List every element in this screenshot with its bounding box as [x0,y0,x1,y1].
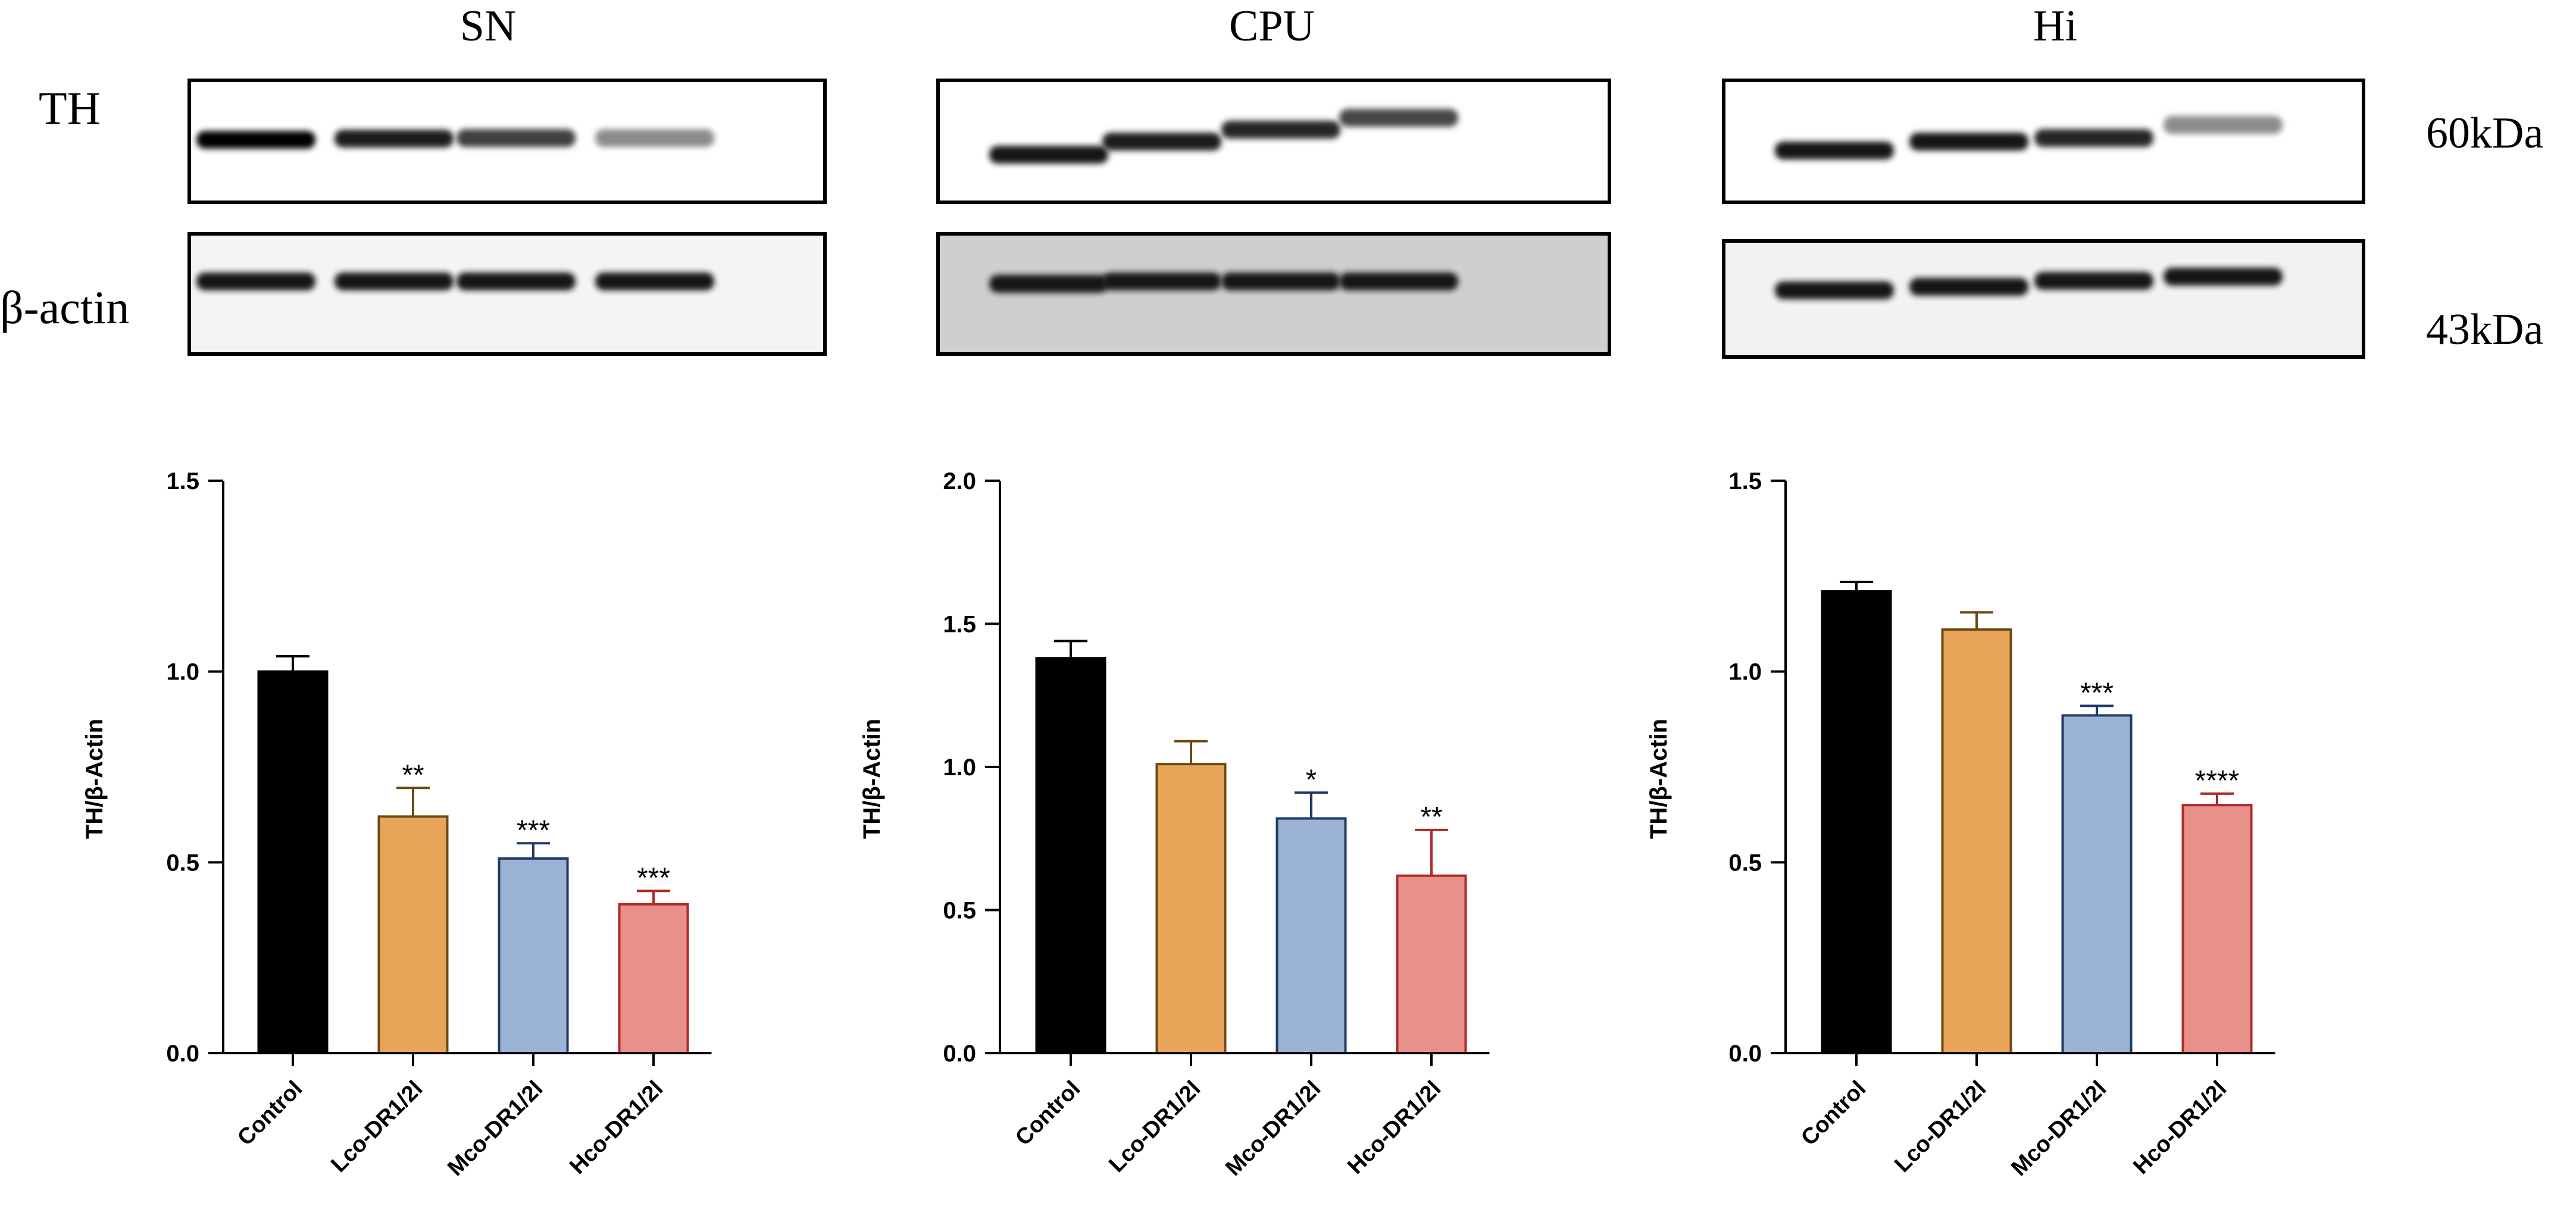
y-axis-label: TH/β-Actin [82,719,108,839]
th-band-lane-3 [2034,129,2153,147]
region-title-sn: SN [460,2,517,51]
blot-hi [1722,79,2365,359]
significance-label: *** [2080,677,2114,709]
bar-charts: 0.0 0.5 1.0 1.5 TH/β-Actin Control ** Lco-DR1/2… [82,468,2275,1181]
th-band-lane-2 [1102,133,1221,151]
y-tick-label: 0.0 [943,1041,976,1067]
y-tick-label: 1.0 [943,754,976,781]
actin-band-lane-2 [1909,278,2028,296]
y-axis-label: TH/β-Actin [1646,719,1672,839]
x-tick-label: Lco-DR1/2l [1104,1076,1205,1177]
actin-blot-background [189,234,825,354]
significance-label: ** [402,759,424,791]
actin-band-lane-3 [457,273,576,290]
blot-cpu [936,79,1611,356]
bar-control [1821,590,1892,1054]
actin-blot-frame [187,232,827,356]
significance-label: * [1306,764,1317,795]
actin-blot-frame [1722,239,2365,359]
y-tick-label: 1.0 [166,659,199,685]
y-tick-label: 1.0 [1728,659,1762,685]
significance-label: **** [2195,765,2240,797]
region-title-hi: Hi [2033,2,2077,51]
actin-band-lane-4 [595,273,714,290]
th-blot-frame [187,79,827,204]
th-band-lane-1 [989,146,1108,164]
actin-band-lane-1 [196,273,315,290]
th-blot-frame [936,79,1611,204]
size-label-th: 60kDa [2426,109,2543,158]
bar-lco-dr1-2l [1155,763,1227,1054]
size-label-actin: 43kDa [2426,305,2543,354]
x-tick-label: Mco-DR1/2l [2006,1076,2111,1181]
region-title-cpu: CPU [1229,2,1315,51]
bar-lco-dr1-2l [1941,628,2012,1054]
x-tick-label: Lco-DR1/2l [1890,1076,1991,1177]
y-tick-label: 0.0 [166,1041,199,1067]
th-band-lane-1 [1775,142,1894,159]
row-label-actin: β-actin [0,281,129,333]
bar-hco-dr1-2l [2181,804,2253,1054]
actin-blot-frame [936,232,1611,356]
bar-hco-dr1-2l [1396,874,1467,1055]
bar-mco-dr1-2l [2061,714,2133,1055]
x-tick-label: Control [1796,1076,1871,1151]
th-band-lane-1 [196,131,315,149]
bar-mco-dr1-2l [1276,817,1347,1054]
row-label-th: TH [39,82,101,134]
y-tick-label: 2.0 [943,468,976,494]
y-tick-label: 1.5 [1728,468,1762,494]
y-tick-label: 0.5 [1728,850,1762,876]
bar-lco-dr1-2l [377,815,449,1054]
x-tick-label: Hco-DR1/2l [2128,1076,2231,1179]
th-band-lane-4 [595,129,714,147]
th-blot-background [938,80,1609,202]
x-tick-label: Lco-DR1/2l [326,1076,427,1177]
th-band-lane-3 [1221,121,1340,139]
x-tick-label: Control [1011,1076,1085,1151]
x-tick-label: Mco-DR1/2l [443,1076,548,1181]
western-blots [187,79,2365,359]
significance-label: *** [517,815,550,846]
actin-band-lane-1 [989,275,1108,293]
actin-band-lane-4 [2164,268,2283,286]
significance-label: ** [1420,801,1442,833]
bar-control [1035,657,1106,1054]
y-tick-label: 1.5 [166,468,199,494]
actin-blot-background [938,234,1609,354]
chart-sn: 0.0 0.5 1.0 1.5 TH/β-Actin Control ** Lco-DR1/2… [82,468,712,1181]
y-axis-label: TH/β-Actin [859,719,885,839]
th-band-lane-2 [1909,133,2028,151]
blot-sn [187,79,827,356]
y-tick-label: 1.5 [943,612,976,638]
significance-label: *** [637,862,670,894]
chart-cpu: 0.0 0.5 1.0 1.5 2.0 TH/β-Actin Control Lco-DR1/… [859,468,1490,1181]
actin-band-lane-4 [1339,273,1458,290]
x-tick-label: Control [233,1076,307,1151]
actin-band-lane-3 [1221,273,1340,290]
x-tick-label: Hco-DR1/2l [1343,1076,1446,1179]
chart-hi: 0.0 0.5 1.0 1.5 TH/β-Actin Control Lco-DR1/2l *… [1646,468,2275,1181]
actin-band-lane-3 [2034,272,2153,290]
bar-mco-dr1-2l [498,857,569,1055]
y-tick-label: 0.5 [943,898,976,924]
x-tick-label: Hco-DR1/2l [565,1076,668,1179]
actin-band-lane-2 [1102,273,1221,290]
th-band-lane-4 [2164,116,2283,134]
th-blot-frame [1722,79,2365,204]
actin-band-lane-2 [334,273,454,290]
actin-band-lane-1 [1775,281,1894,299]
x-tick-label: Mco-DR1/2l [1221,1076,1325,1181]
th-band-lane-2 [334,130,454,148]
bar-control [257,670,329,1054]
y-tick-label: 0.5 [166,850,199,876]
th-band-lane-3 [457,129,576,147]
bar-hco-dr1-2l [618,903,689,1054]
y-tick-label: 0.0 [1728,1041,1762,1067]
th-band-lane-4 [1339,109,1458,127]
